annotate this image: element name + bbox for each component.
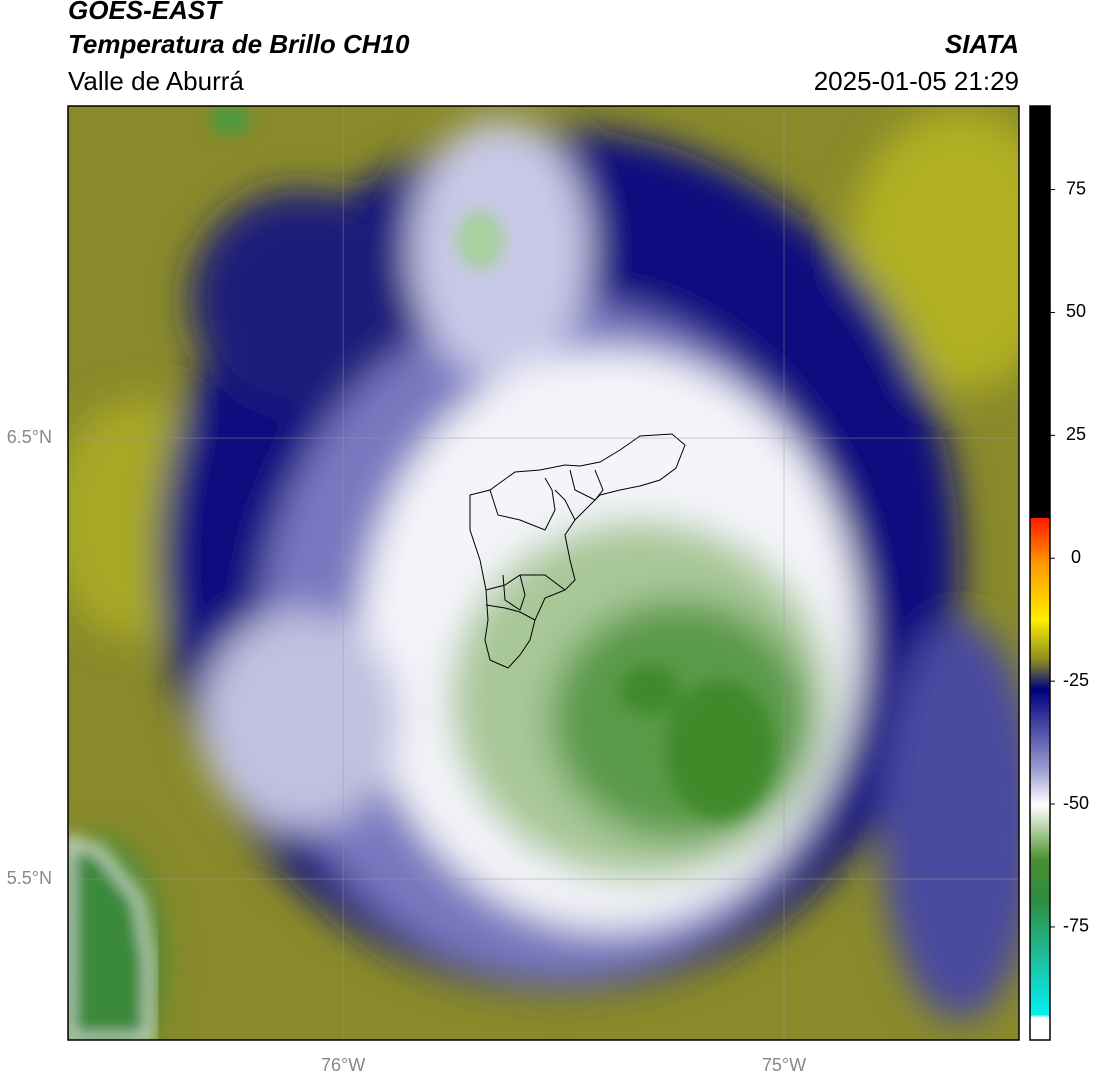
lat-tick-label: 5.5°N	[7, 868, 52, 888]
source: SIATA	[945, 29, 1019, 59]
colorbar	[1029, 105, 1051, 1041]
colorbar-tick-label: 25	[1066, 424, 1086, 444]
lon-tick-label: 76°W	[321, 1055, 365, 1075]
colorbar-tick-label: 0	[1071, 547, 1081, 567]
title: GOES-EAST	[68, 0, 223, 25]
subtitle: Temperatura de Brillo CH10	[68, 29, 410, 59]
colorbar-tick-label: -75	[1063, 916, 1089, 936]
municipal-boundaries	[469, 433, 686, 669]
colorbar-tick-label: -25	[1063, 670, 1089, 690]
colorbar-tick-label: -50	[1063, 793, 1089, 813]
map-frame	[67, 105, 1020, 1041]
datetime: 2025-01-05 21:29	[814, 66, 1019, 96]
region: Valle de Aburrá	[68, 66, 244, 96]
colorbar-tick-label: 75	[1066, 178, 1086, 198]
colorbar-tick-label: 50	[1066, 301, 1086, 321]
lon-tick-label: 75°W	[762, 1055, 806, 1075]
lat-tick-label: 6.5°N	[7, 427, 52, 447]
satellite-image	[68, 106, 1019, 1040]
